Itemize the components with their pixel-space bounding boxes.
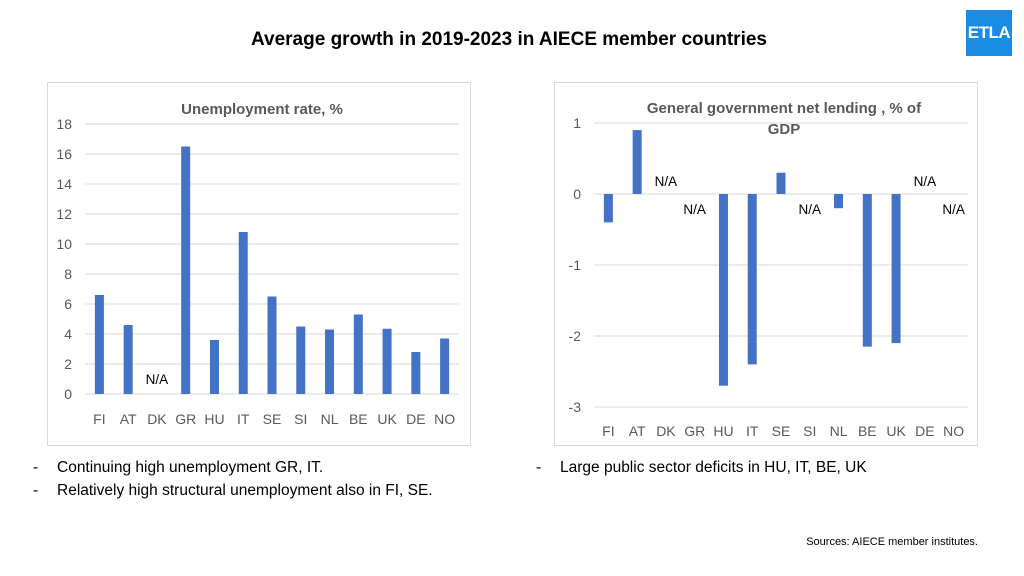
bar-fi [603,194,613,223]
etla-logo: ETLA [966,10,1012,56]
net-lending-chart: General government net lending , % of GDP… [554,82,978,446]
y-tick-label: 0 [573,186,581,202]
x-tick-label: BE [858,423,877,439]
note-item: - Relatively high structural unemploymen… [33,482,433,499]
unemployment-chart: Unemployment rate, % 0 2 4 6 8 10 12 14 16 18 FI AT D… [47,82,471,446]
x-tick-label: FI [93,411,105,427]
bar-se [267,296,277,394]
x-tick-label: HU [204,411,224,427]
y-tick-label: 6 [64,296,72,312]
x-tick-label: GR [175,411,196,427]
bar-at [123,325,133,394]
x-tick-label: UK [886,423,906,439]
x-tick-label: DK [656,423,676,439]
bar-hu [209,340,219,394]
y-tick-label: -3 [569,399,582,415]
x-tick-label: UK [377,411,397,427]
bar-be [862,194,872,347]
note-item: - Large public sector deficits in HU, IT… [536,459,867,476]
chart-title: GDP [768,121,801,138]
y-tick-label: 18 [56,116,72,132]
x-tick-label: NO [943,423,964,439]
y-tick-label: -1 [569,257,582,273]
y-tick-label: -2 [569,328,582,344]
y-tick-label: 0 [64,386,72,402]
x-tick-label: FI [602,423,614,439]
x-tick-label: SI [294,411,307,427]
na-label: N/A [146,372,169,387]
bar-at [632,130,642,194]
na-label: N/A [914,174,937,189]
y-tick-label: 8 [64,266,72,282]
x-tick-label: GR [684,423,705,439]
x-tick-label: HU [713,423,733,439]
bar-nl [325,329,335,394]
na-label: N/A [799,202,822,217]
na-label: N/A [655,174,678,189]
bar-fi [94,295,104,394]
y-tick-label: 10 [56,236,72,252]
x-tick-label: DE [915,423,934,439]
x-tick-label: BE [349,411,368,427]
bar-de [411,352,421,394]
x-tick-label: IT [237,411,250,427]
bar-hu [718,194,728,386]
x-tick-label: IT [746,423,759,439]
bar-gr [181,146,191,394]
bar-it [747,194,757,365]
bar-nl [834,194,844,209]
y-tick-label: 1 [573,115,581,131]
x-tick-label: NL [830,423,848,439]
x-tick-label: SE [263,411,282,427]
chart-frame [554,82,978,446]
bar-uk [891,194,901,344]
chart-title: General government net lending , % of [647,100,922,117]
x-tick-label: DE [406,411,425,427]
bar-uk [382,328,392,394]
y-tick-label: 2 [64,356,72,372]
bar-si [296,326,306,394]
x-tick-label: DK [147,411,167,427]
y-tick-label: 16 [56,146,72,162]
y-tick-label: 4 [64,326,72,342]
x-tick-label: NL [321,411,339,427]
bar-se [776,172,786,194]
x-tick-label: NO [434,411,455,427]
notes-right: - Large public sector deficits in HU, IT… [536,456,867,479]
x-tick-label: SI [803,423,816,439]
notes-left: - Continuing high unemployment GR, IT. -… [33,456,433,502]
x-tick-label: SE [772,423,791,439]
sources-note: Sources: AIECE member institutes. [806,536,978,548]
y-tick-label: 12 [56,206,72,222]
y-tick-label: 14 [56,176,72,192]
chart-frame [47,82,471,446]
bar-it [238,232,248,394]
x-tick-label: AT [120,411,137,427]
page-title: Average growth in 2019-2023 in AIECE mem… [251,29,767,50]
na-label: N/A [683,202,706,217]
note-item: - Continuing high unemployment GR, IT. [33,459,324,476]
na-label: N/A [942,202,965,217]
bar-no [440,338,450,394]
x-tick-label: AT [629,423,646,439]
bar-be [353,314,363,394]
chart-title: Unemployment rate, % [181,101,343,118]
